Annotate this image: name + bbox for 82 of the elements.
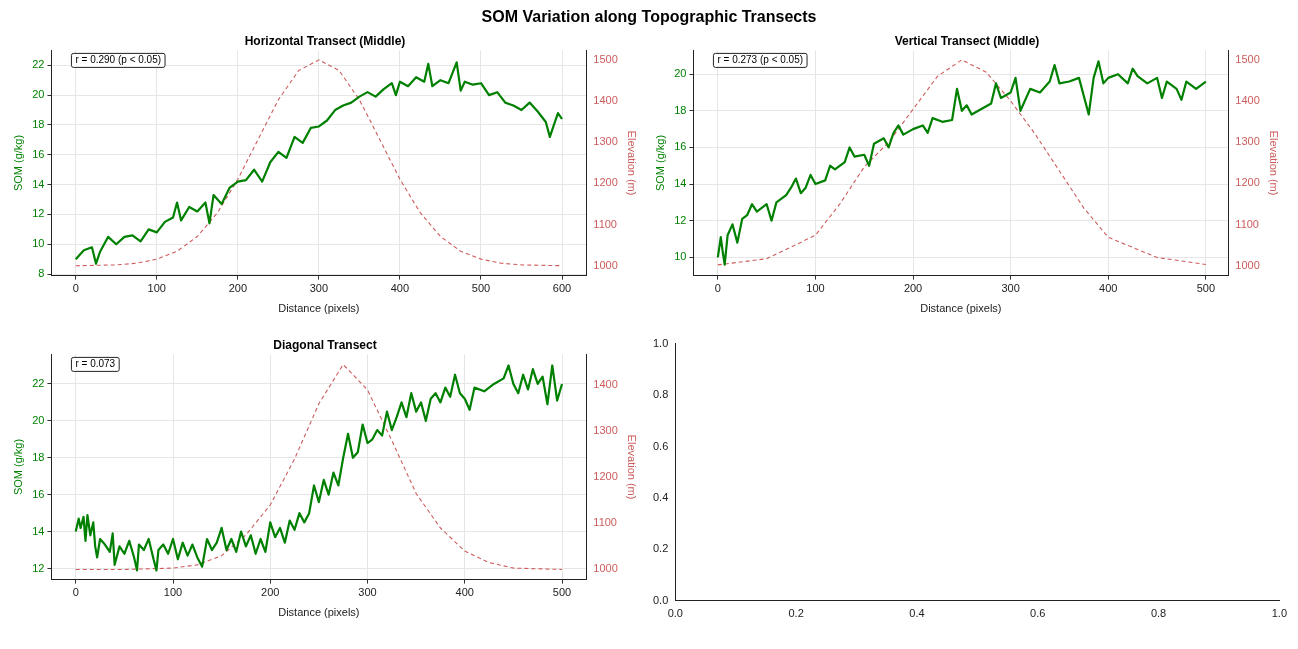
y2-tick-label: 1000	[593, 258, 618, 271]
y-tick-label: 12	[674, 213, 687, 226]
y2-tick-label: 1500	[593, 52, 618, 65]
y2-tick-label: 1200	[593, 470, 618, 483]
y-tick-label: 14	[32, 177, 45, 190]
y2-tick-label: 1100	[593, 516, 617, 529]
chart-title: Diagonal Transect	[273, 337, 377, 352]
x-tick-label: 600	[552, 282, 572, 295]
x-tick-label: 0	[72, 586, 79, 599]
x-tick-label: 0.4	[909, 607, 925, 620]
x-tick-label: 500	[552, 586, 572, 599]
y-tick-label: 16	[32, 147, 45, 160]
chart-subtitle: Horizontal Transect (Middle)	[244, 33, 406, 48]
x-tick-label: 0	[714, 282, 721, 295]
x-tick-label: 100	[147, 282, 166, 295]
x-axis-title: Distance (pixels)	[278, 606, 360, 619]
y-axis-title: SOM (g/kg)	[11, 438, 24, 496]
y2-tick-label: 1300	[593, 424, 618, 437]
x-tick-label: 0	[72, 282, 79, 295]
y-tick-label: 20	[32, 88, 45, 101]
y-tick-label: 10	[674, 250, 687, 263]
y2-axis-title: Elevation (m)	[626, 434, 639, 500]
x-tick-label: 0.6	[1030, 607, 1046, 620]
y-tick-label: 10	[32, 237, 45, 250]
y-tick-label: 22	[32, 376, 45, 389]
y-tick-label: 0.4	[652, 490, 669, 503]
y-tick-label: 20	[32, 413, 45, 426]
x-tick-label: 200	[228, 282, 248, 295]
y-tick-label: 18	[674, 103, 687, 116]
x-tick-label: 500	[471, 282, 491, 295]
y-tick-label: 22	[32, 58, 45, 71]
y-tick-label: 0.6	[652, 439, 669, 452]
x-axis-title: Distance (pixels)	[278, 302, 360, 315]
x-tick-label: 100	[806, 282, 825, 295]
x-tick-label: 300	[1001, 282, 1020, 295]
annotation: r = 0.073	[75, 358, 116, 370]
y-tick-label: 12	[32, 207, 45, 220]
y-tick-label: 14	[32, 524, 45, 537]
text: SOM Variation along Topographic Transects	[480, 8, 818, 27]
x-tick-label: 300	[309, 282, 329, 295]
y2-tick-label: 1400	[593, 378, 618, 391]
y2-axis-title: Elevation (m)	[626, 130, 639, 196]
x-tick-label: 100	[163, 586, 183, 599]
y-tick-label: 18	[32, 118, 45, 130]
y2-tick-label: 1000	[593, 562, 618, 575]
y2-tick-label: 1500	[1235, 52, 1260, 65]
y2-tick-label: 1300	[1235, 135, 1260, 148]
x-tick-label: 0.2	[788, 607, 804, 620]
x-tick-label: 400	[390, 282, 410, 295]
chart-title: Vertical Transect (Middle)	[894, 33, 1040, 48]
annotation: r = 0.273 (p < 0.05)	[717, 54, 804, 66]
annotation: r = 0.290 (p < 0.05)	[75, 54, 162, 66]
y2-tick-label: 1000	[1235, 258, 1260, 271]
y2-tick-label: 1200	[593, 176, 618, 189]
y-tick-label: 0.8	[652, 388, 669, 401]
x-tick-label: 300	[358, 586, 377, 599]
x-tick-label: 1.0	[1271, 607, 1287, 620]
y2-tick-label: 1100	[593, 217, 617, 230]
x-tick-label: 200	[261, 586, 280, 599]
x-tick-label: 500	[1196, 282, 1216, 295]
x-tick-label: 200	[903, 282, 923, 295]
y-tick-label: 16	[32, 487, 45, 500]
x-tick-label: 400	[455, 586, 474, 599]
y-tick-label: 14	[674, 177, 687, 190]
y2-tick-label: 1100	[1235, 217, 1259, 230]
x-tick-label: 400	[1099, 282, 1118, 295]
y-axis-title: SOM (g/kg)	[653, 134, 666, 192]
y-tick-label: 0.2	[652, 542, 669, 555]
y-axis-title: SOM (g/kg)	[11, 134, 24, 192]
y2-tick-label: 1300	[593, 135, 618, 148]
y-tick-label: 20	[674, 67, 687, 80]
y-tick-label: 18	[32, 450, 45, 463]
y-tick-label: 8	[38, 267, 45, 280]
y2-tick-label: 1400	[1235, 94, 1260, 107]
x-axis-title: Distance (pixels)	[920, 302, 1002, 315]
y-tick-label: 1.0	[652, 336, 669, 349]
y-tick-label: 12	[32, 561, 45, 574]
x-tick-label: 0.8	[1150, 607, 1167, 620]
y-tick-label: 16	[674, 140, 687, 153]
y2-axis-title: Elevation (m)	[1268, 130, 1281, 196]
y2-tick-label: 1400	[593, 94, 618, 107]
y2-tick-label: 1200	[1235, 176, 1260, 189]
